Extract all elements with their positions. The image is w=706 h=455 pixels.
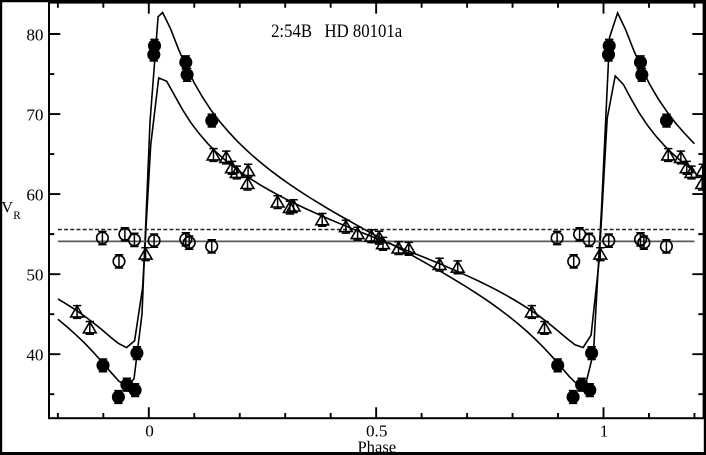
svg-text:1: 1 xyxy=(600,421,609,440)
svg-text:70: 70 xyxy=(26,106,43,125)
svg-text:V: V xyxy=(1,199,13,217)
svg-text:0.5: 0.5 xyxy=(366,421,387,440)
svg-text:80: 80 xyxy=(26,26,43,45)
svg-text:2:54B HD 80101a: 2:54B HD 80101a xyxy=(271,20,402,41)
svg-text:0: 0 xyxy=(145,421,154,440)
svg-text:Phase: Phase xyxy=(357,438,396,455)
svg-text:50: 50 xyxy=(26,266,43,285)
svg-text:40: 40 xyxy=(26,346,43,365)
svg-text:60: 60 xyxy=(26,186,43,205)
svg-text:R: R xyxy=(13,210,21,222)
